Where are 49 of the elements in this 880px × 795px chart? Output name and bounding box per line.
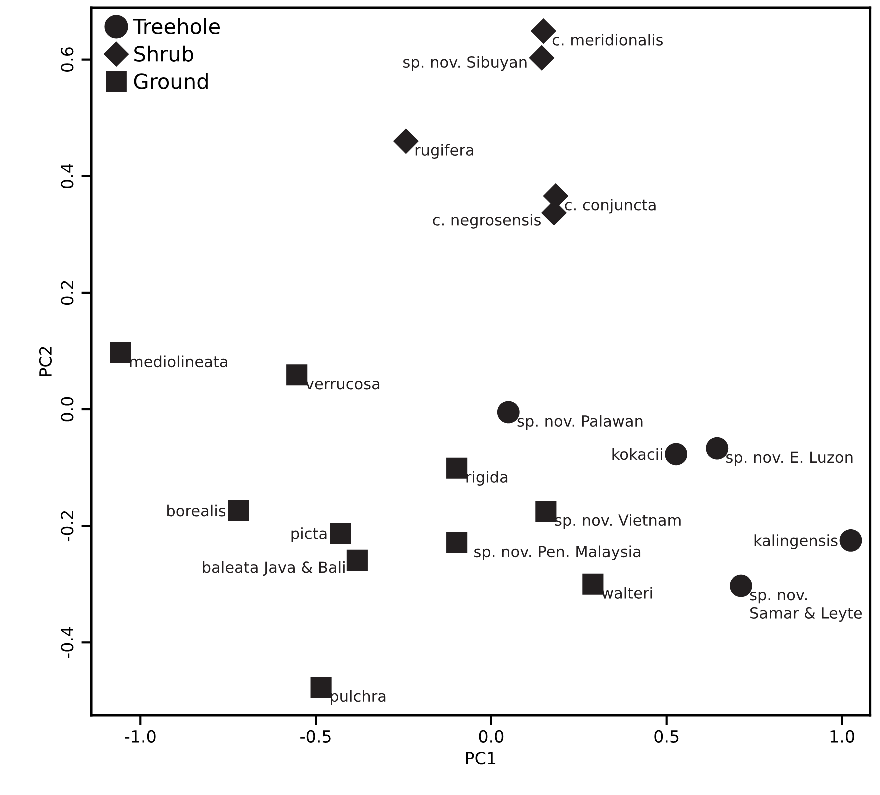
y-axis-title: PC2 <box>39 347 52 376</box>
point <box>330 523 352 544</box>
annotation: rigida <box>466 471 508 486</box>
point <box>446 458 468 479</box>
point <box>582 574 604 595</box>
x-tick-label: -0.5 <box>300 730 331 743</box>
annotation: picta <box>292 528 327 542</box>
annotation: sp. nov. E. Luzon <box>726 452 853 466</box>
annotation: c. conjuncta <box>565 198 656 214</box>
point <box>446 532 468 554</box>
annotation: sp. nov. Palawan <box>518 415 643 430</box>
y-tick-label: 0.0 <box>61 397 74 422</box>
legend-label: Ground <box>134 73 208 90</box>
legend-label: Treehole <box>133 18 220 34</box>
x-tick-label: -1.0 <box>125 730 156 743</box>
x-axis-title: PC1 <box>466 752 496 765</box>
x-tick-label: 0.5 <box>654 730 679 743</box>
point <box>536 500 557 522</box>
y-tick-label: 0.6 <box>61 48 74 72</box>
annotation: kalingensis <box>754 534 838 550</box>
point <box>840 529 862 552</box>
point <box>110 342 132 364</box>
legend-label: Shrub <box>134 46 194 62</box>
annotation: sp. nov. Sibuyan <box>404 56 527 72</box>
y-tick-label: 0.4 <box>61 164 74 189</box>
annotation: c. negrosensis <box>433 214 541 229</box>
point <box>310 676 332 698</box>
x-tick-label: 1.0 <box>830 730 854 743</box>
annotation: baleata Java & Bali <box>203 561 345 576</box>
point <box>529 45 555 71</box>
annotation: rugifera <box>416 144 474 159</box>
point <box>286 364 308 386</box>
annotation: borealis <box>168 504 226 517</box>
annotation: pulchra <box>331 690 386 706</box>
annotation: kokacii <box>612 448 662 460</box>
y-tick-label: -0.4 <box>61 627 74 658</box>
point <box>346 550 368 571</box>
annotation: c. meridionalis <box>552 34 664 46</box>
point <box>665 443 688 466</box>
annotation: sp. nov. Vietnam <box>555 514 681 530</box>
x-tick-label: 0.0 <box>479 730 504 743</box>
annotation: sp. nov. Pen. Malaysia <box>474 546 641 561</box>
annotation: mediolineata <box>130 356 228 368</box>
y-tick-label: 0.2 <box>61 281 74 306</box>
annotation: walteri <box>602 587 652 599</box>
point <box>228 500 250 522</box>
annotation: verrucosa <box>306 380 380 390</box>
y-tick-label: -0.2 <box>61 511 74 542</box>
annotation: sp. nov. Samar & Leyte <box>750 592 862 622</box>
